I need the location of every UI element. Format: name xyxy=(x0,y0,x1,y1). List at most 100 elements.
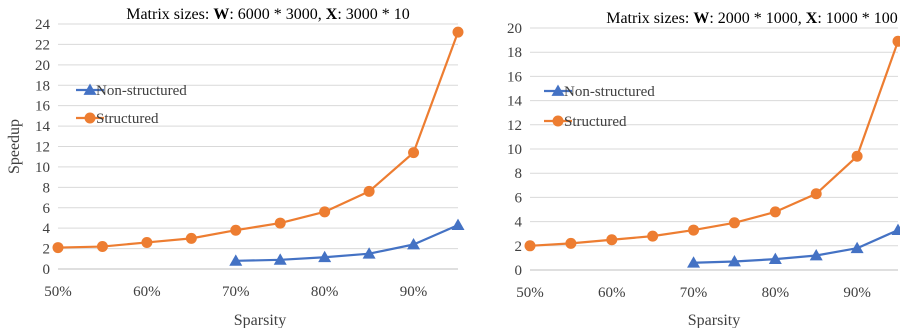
data-point xyxy=(141,236,153,248)
y-tick-label: 8 xyxy=(515,166,523,182)
y-tick-label: 0 xyxy=(515,263,523,279)
series-line xyxy=(529,40,900,247)
data-point xyxy=(850,241,864,254)
legend-entry: Structured xyxy=(544,114,627,130)
y-tick-label: 12 xyxy=(35,140,50,156)
data-point xyxy=(185,232,197,244)
x-tick-label: 70% xyxy=(222,284,250,300)
x-tick-label: 60% xyxy=(598,285,626,301)
data-point xyxy=(319,206,331,218)
data-point xyxy=(52,242,64,254)
legend-label: Non-structured xyxy=(96,83,187,99)
x-tick-label: 90% xyxy=(843,285,871,301)
chart-title-part: : 3000 * 10 xyxy=(337,6,409,23)
data-point xyxy=(96,241,108,253)
series-line xyxy=(235,224,459,262)
y-tick-label: 0 xyxy=(43,262,51,278)
x-axis-label: Sparsity xyxy=(234,312,286,328)
y-tick-label: 18 xyxy=(507,45,522,61)
y-tick-label: 12 xyxy=(507,118,522,134)
chart-2: 0 2 4 6 8 10 12 14 16 18 20 50% 60% 70% 80% 90% Matrix s… xyxy=(507,10,900,328)
y-tick-label: 10 xyxy=(35,160,50,176)
data-point xyxy=(892,35,900,47)
y-tick-label: 24 xyxy=(35,17,51,33)
series-non-structured xyxy=(229,218,465,266)
data-point xyxy=(524,240,536,252)
data-point xyxy=(273,253,287,265)
data-point xyxy=(451,218,465,230)
data-point xyxy=(728,217,740,229)
data-point xyxy=(452,26,464,38)
x-tick-label: 50% xyxy=(44,284,72,300)
y-tick-label: 16 xyxy=(35,99,51,115)
x-tick-label: 60% xyxy=(133,284,161,300)
y-tick-label: 14 xyxy=(35,119,51,135)
x-tick-label: 90% xyxy=(400,284,428,300)
y-tick-label: 8 xyxy=(43,180,51,196)
legend-marker xyxy=(551,84,565,96)
chart-title-part: : 1000 * 100 xyxy=(817,10,897,27)
y-tick-label: 4 xyxy=(515,215,523,231)
legend-marker xyxy=(83,83,97,95)
data-point xyxy=(769,206,781,218)
data-point xyxy=(606,234,618,246)
legend-entry: Non-structured xyxy=(76,83,187,99)
y-tick-label: 10 xyxy=(507,142,522,158)
y-tick-label: 6 xyxy=(43,201,51,217)
series-non-structured xyxy=(687,223,900,268)
y-tick-label: 6 xyxy=(515,190,523,206)
data-point xyxy=(687,256,701,268)
data-point xyxy=(851,150,863,162)
series-structured xyxy=(524,35,900,252)
y-tick-label: 20 xyxy=(35,58,50,74)
data-point xyxy=(274,217,286,229)
series-line xyxy=(693,229,899,264)
chart-title-part: Matrix sizes: xyxy=(126,6,213,23)
y-tick-label: 20 xyxy=(507,21,522,37)
y-tick-label: 22 xyxy=(35,37,50,53)
legend-label: Structured xyxy=(96,111,159,127)
series-structured xyxy=(52,26,464,254)
data-point xyxy=(565,237,577,249)
data-point xyxy=(363,185,375,197)
chart-title-part: : 6000 * 3000, xyxy=(229,6,325,23)
data-point xyxy=(688,224,700,236)
chart-title-part: W xyxy=(213,6,229,23)
data-point xyxy=(318,250,332,263)
data-point xyxy=(810,188,822,200)
y-tick-label: 2 xyxy=(43,242,51,258)
data-point xyxy=(229,254,243,266)
y-tick-label: 4 xyxy=(43,221,51,237)
chart-title-part: X xyxy=(326,6,338,23)
chart-title-part: X xyxy=(806,10,818,27)
data-point xyxy=(407,238,421,250)
x-tick-label: 80% xyxy=(762,285,790,301)
x-axis-label: Sparsity xyxy=(688,312,740,328)
chart-title-part: W xyxy=(693,10,709,27)
legend-marker xyxy=(84,112,96,124)
data-point xyxy=(768,252,782,264)
y-tick-label: 14 xyxy=(507,94,523,110)
x-tick-label: 50% xyxy=(516,285,544,301)
chart-title-part: : 2000 * 1000, xyxy=(709,10,805,27)
data-point xyxy=(891,223,900,235)
data-point xyxy=(727,255,741,267)
y-tick-label: 2 xyxy=(515,239,523,255)
legend-entry: Structured xyxy=(76,111,159,127)
data-point xyxy=(408,147,420,159)
legend-label: Structured xyxy=(564,114,627,130)
legend-entry: Non-structured xyxy=(544,84,655,100)
legend-label: Non-structured xyxy=(564,84,655,100)
data-point xyxy=(809,248,823,261)
y-tick-label: 18 xyxy=(35,78,50,94)
x-tick-label: 80% xyxy=(311,284,339,300)
chart-title: Matrix sizes: W: 6000 * 3000, X: 3000 * … xyxy=(126,6,410,23)
chart-title: Matrix sizes: W: 2000 * 1000, X: 1000 * … xyxy=(606,10,898,27)
y-tick-label: 16 xyxy=(507,69,523,85)
legend-marker xyxy=(552,115,564,127)
data-point xyxy=(230,224,242,236)
x-tick-label: 70% xyxy=(680,285,708,301)
chart-title-part: Matrix sizes: xyxy=(606,10,693,27)
